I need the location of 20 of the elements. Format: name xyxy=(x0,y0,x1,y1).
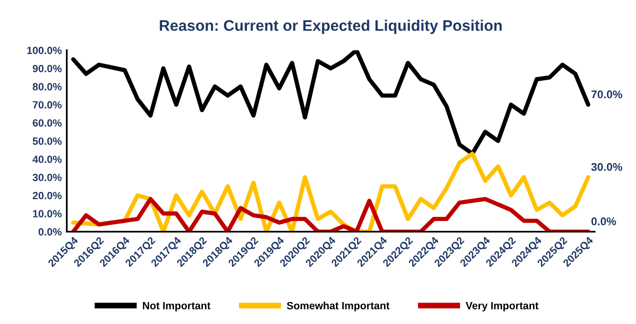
y-tick-label: 90.0% xyxy=(32,64,62,72)
y-tick-label: 50.0% xyxy=(32,137,62,145)
y-tick-label: 70.0% xyxy=(32,101,62,109)
legend-label: Somewhat Important xyxy=(286,302,390,312)
y-tick-label: 100.0% xyxy=(27,46,62,54)
y-tick-label: 40.0% xyxy=(32,156,62,163)
y-tick-label: 20.0% xyxy=(32,192,62,200)
legend-label: Not Important xyxy=(142,302,210,312)
legend-label: Very Important xyxy=(466,302,538,312)
y-tick-label: 80.0% xyxy=(32,83,62,90)
y-tick-label: 60.0% xyxy=(32,119,62,127)
data-label: 70.0% xyxy=(591,90,622,98)
line-series xyxy=(71,50,590,156)
y-tick-label: 0.0% xyxy=(38,228,62,236)
data-label: 0.0% xyxy=(591,217,616,226)
line-series xyxy=(71,196,590,232)
data-label: 30.0% xyxy=(591,162,622,171)
y-tick-label: 30.0% xyxy=(32,174,62,182)
chart-title: Reason: Current or Expected Liquidity Position xyxy=(160,20,502,34)
y-tick-label: 10.0% xyxy=(33,210,62,218)
